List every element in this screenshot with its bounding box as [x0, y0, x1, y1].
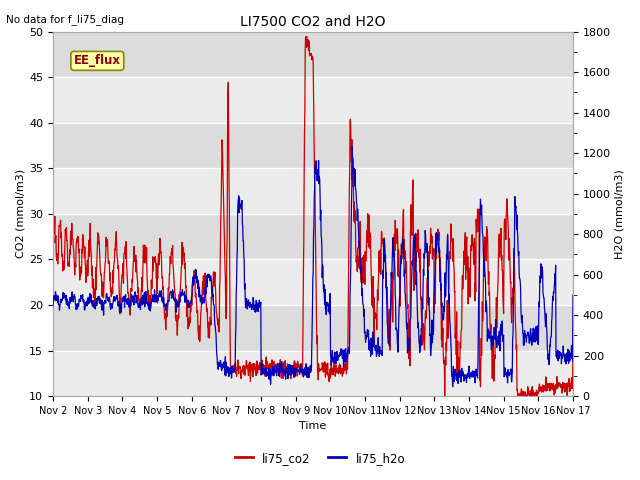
Title: LI7500 CO2 and H2O: LI7500 CO2 and H2O	[240, 15, 386, 29]
Legend: li75_co2, li75_h2o: li75_co2, li75_h2o	[230, 447, 410, 469]
Bar	[53, 259, 573, 305]
Bar	[53, 214, 573, 259]
Text: EE_flux: EE_flux	[74, 54, 121, 67]
Bar	[53, 168, 573, 214]
X-axis label: Time: Time	[300, 421, 326, 432]
Y-axis label: CO2 (mmol/m3): CO2 (mmol/m3)	[15, 169, 25, 258]
Y-axis label: H2O (mmol/m3): H2O (mmol/m3)	[615, 169, 625, 259]
Bar	[53, 32, 573, 77]
Bar	[53, 350, 573, 396]
Bar	[53, 123, 573, 168]
Bar	[53, 77, 573, 123]
Text: No data for f_li75_diag: No data for f_li75_diag	[6, 14, 124, 25]
Bar	[53, 305, 573, 350]
